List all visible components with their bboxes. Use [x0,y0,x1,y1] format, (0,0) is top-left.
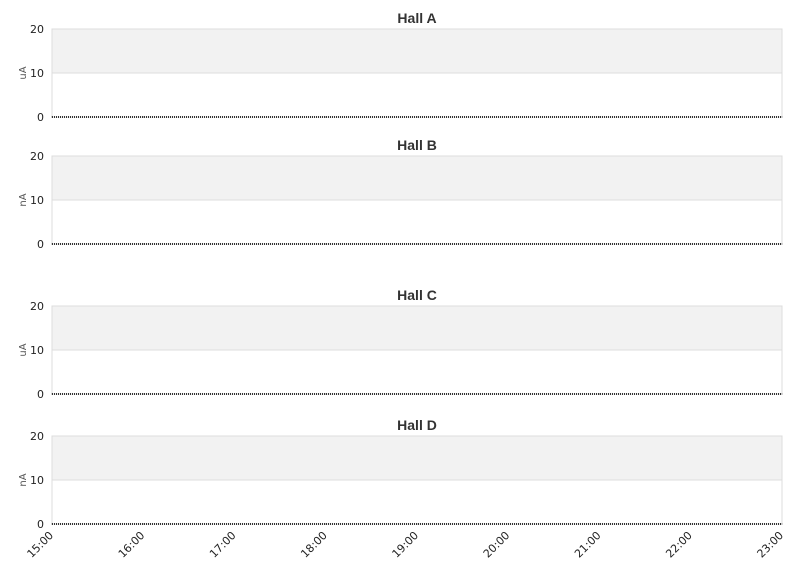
y-tick-label: 10 [30,67,44,80]
data-point [416,393,418,395]
panel-hall-d: Hall D 0 10 20 nA [18,417,783,531]
data-point [51,523,53,525]
data-point [51,243,53,245]
data-point [599,243,600,245]
y-tick-label: 10 [30,344,44,357]
panel-hall-b: Hall B 0 10 20 nA [18,137,783,251]
plot-band [52,29,782,73]
y-tick-label: 20 [30,430,44,443]
chart-title: Hall C [397,287,437,303]
data-point [781,393,783,395]
y-tick-label: 20 [30,23,44,36]
x-tick-label: 17:00 [207,529,239,561]
data-point [781,243,783,245]
data-point [599,393,600,395]
data-point [234,243,235,245]
y-tick-label: 20 [30,300,44,313]
data-point [599,116,600,118]
data-point [507,116,509,118]
data-point [690,116,692,118]
chart-title: Hall D [397,417,437,433]
x-tick-label: 22:00 [663,529,695,561]
data-point [325,116,327,118]
x-tick-label: 20:00 [481,529,513,561]
x-tick-label: 16:00 [116,529,148,561]
data-point [325,393,327,395]
data-point [142,393,144,395]
y-axis-label: uA [18,343,29,356]
data-point [234,116,235,118]
data-point [507,243,509,245]
data-point [416,116,418,118]
data-point [51,116,53,118]
y-tick-label: 0 [37,238,44,251]
data-point [690,393,692,395]
y-tick-label: 10 [30,474,44,487]
data-point [142,116,144,118]
x-tick-label: 21:00 [572,529,604,561]
data-point [690,523,692,525]
data-point [416,243,418,245]
plot-band [52,306,782,350]
y-tick-label: 0 [37,111,44,124]
x-tick-label: 19:00 [390,529,422,561]
y-axis-label: nA [18,473,29,486]
y-tick-label: 10 [30,194,44,207]
panel-hall-c: Hall C 0 10 20 uA [18,287,783,401]
chart-title: Hall A [397,10,436,26]
y-axis-label: uA [18,66,29,79]
x-tick-label: 15:00 [25,529,57,561]
data-point [781,116,783,118]
y-tick-label: 20 [30,150,44,163]
data-point [416,523,418,525]
data-point [325,243,327,245]
data-point [51,393,53,395]
data-point [234,523,235,525]
data-point [507,523,509,525]
data-point [599,523,600,525]
y-tick-label: 0 [37,388,44,401]
x-tick-label: 18:00 [298,529,330,561]
plot-band [52,436,782,480]
data-point [690,243,692,245]
panel-hall-a: Hall A 0 10 20 uA [18,10,783,124]
y-tick-label: 0 [37,518,44,531]
y-axis-label: nA [18,193,29,206]
data-point [142,523,144,525]
data-point [234,393,235,395]
chart-title: Hall B [397,137,437,153]
data-point [142,243,144,245]
data-point [325,523,327,525]
data-point [507,393,509,395]
x-tick-label: 23:00 [755,529,787,561]
data-point [781,523,783,525]
plot-band [52,156,782,200]
